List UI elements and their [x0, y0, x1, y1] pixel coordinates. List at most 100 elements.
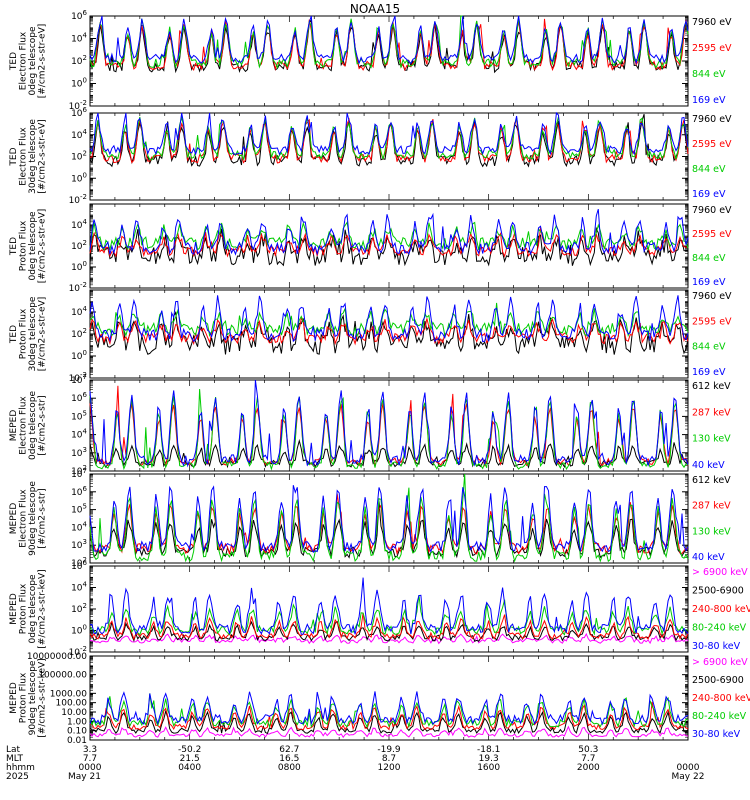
time-axis-label: -18.1 — [477, 745, 500, 755]
y-axis-label: TEDElectron Flux30deg telescope[#/cm2-s-… — [9, 119, 48, 194]
legend-entry: 169 eV — [692, 95, 726, 106]
panel-frame — [89, 203, 689, 289]
series-trace — [89, 701, 689, 731]
y-tick-label: 104 — [71, 128, 87, 141]
legend-entry: 169 eV — [692, 367, 726, 378]
series-trace — [89, 691, 689, 726]
legend-entry: 287 keV — [692, 501, 731, 512]
time-axis-label: 3.3 — [83, 745, 97, 755]
y-tick-label: 10-2 — [69, 193, 87, 206]
legend-entry: 30-80 keV — [692, 729, 741, 740]
time-axis-label: 1200 — [378, 763, 401, 773]
y-tick-label: 104 — [71, 428, 87, 441]
y-axis-label: MEPEDElectron Flux90deg telescope[#/cm2-… — [9, 481, 48, 556]
time-axis-label: 62.7 — [279, 745, 299, 755]
legend-entry: 169 eV — [692, 277, 726, 288]
series-trace — [89, 709, 689, 735]
legend-entry: 7960 eV — [692, 291, 732, 302]
time-axis-label: 7.7 — [581, 754, 595, 764]
series-trace — [89, 302, 689, 338]
series-trace — [89, 208, 689, 256]
time-axis-label: 21.5 — [180, 754, 200, 764]
time-axis-label: 0000 — [677, 763, 700, 773]
time-axis-label: 8.7 — [382, 754, 396, 764]
time-axis-label: 7.7 — [83, 754, 97, 764]
legend-entry: 240-800 keV — [692, 604, 750, 615]
time-axis-label: May 22 — [672, 772, 705, 782]
y-tick-label: 104 — [71, 32, 87, 45]
legend-entry: 7960 eV — [692, 205, 732, 216]
series-trace — [89, 111, 689, 156]
series-trace — [89, 295, 689, 343]
series-trace — [89, 725, 689, 739]
axis-row-label: 2025 — [6, 772, 29, 782]
y-tick-label: 102 — [71, 239, 87, 252]
y-tick-label: 105 — [71, 409, 87, 422]
flux-panel-3: 104 102 100 10-2 TEDProton Flux0deg telescop… — [9, 203, 732, 294]
legend-entry: 130 keV — [692, 526, 731, 537]
y-tick-label: 100 — [71, 77, 87, 90]
y-tick-label: 100 — [71, 349, 87, 362]
legend-entry: 30-80 keV — [692, 641, 741, 652]
y-tick-label: 10-2 — [69, 281, 87, 294]
y-tick-label: 106 — [71, 9, 87, 22]
legend-entry: > 6900 keV — [692, 567, 748, 578]
y-axis-label: TEDProton Flux0deg telescope[#/cm2-s-str… — [9, 209, 48, 284]
y-tick-label: 103 — [71, 446, 87, 459]
legend-entry: 2595 eV — [692, 43, 732, 54]
series-trace — [89, 226, 688, 267]
panel-stack: 106 104 102 100 10-2 TEDElectron Flux0deg tel… — [9, 9, 750, 746]
y-tick-label: 104 — [71, 581, 87, 594]
y-tick-label: 100000.00 — [38, 671, 87, 681]
legend-entry: 2500-6900 — [692, 586, 744, 597]
legend-entry: 7960 eV — [692, 17, 732, 28]
time-axis-label: 50.3 — [578, 745, 598, 755]
legend-entry: 2595 eV — [692, 139, 732, 150]
legend-entry: 2595 eV — [692, 229, 732, 240]
time-axis-label: 0800 — [278, 763, 301, 773]
time-axis-label: May 21 — [68, 772, 101, 782]
time-axis-label: -50.2 — [178, 745, 201, 755]
time-axis-label: 0400 — [178, 763, 201, 773]
legend-entry: 80-240 keV — [692, 711, 747, 722]
series-trace — [89, 612, 689, 641]
y-tick-label: 102 — [71, 602, 87, 615]
y-tick-label: 1000.00 — [50, 689, 87, 699]
y-tick-label: 104 — [71, 520, 87, 533]
series-trace — [89, 15, 689, 65]
series-trace — [89, 485, 689, 555]
y-tick-label: 100 — [71, 624, 87, 637]
y-axis-label: MEPEDProton Flux0deg telescope[#/cm2-s-s… — [9, 569, 48, 648]
legend-entry: 40 keV — [692, 552, 725, 563]
legend-entry: 40 keV — [692, 460, 725, 471]
time-axis-label: 1600 — [477, 763, 500, 773]
chart-title: NOAA15 — [350, 2, 400, 16]
time-axis-label: 2000 — [577, 763, 600, 773]
series-trace — [89, 594, 689, 636]
time-axis-label: -19.9 — [377, 745, 401, 755]
legend-entry: > 6900 keV — [692, 657, 748, 668]
y-axis-label: MEPEDElectron Flux0deg telescope[#/cm2-s… — [9, 391, 48, 461]
legend-entry: 844 eV — [692, 342, 726, 353]
y-axis-label: TEDProton Flux30deg telescope[#/cm2-s-st… — [9, 296, 48, 371]
y-tick-label: 0.10 — [67, 727, 87, 737]
y-tick-label: 1.00 — [67, 717, 87, 727]
legend-entry: 612 keV — [692, 381, 731, 392]
y-tick-label: 10000000.00 — [27, 652, 87, 662]
y-tick-label: 104 — [71, 305, 87, 318]
axis-row-label: MLT — [6, 754, 24, 764]
series-trace — [89, 473, 689, 563]
y-tick-label: 106 — [71, 485, 87, 498]
y-tick-label: 104 — [71, 218, 87, 231]
time-axis-label: 0000 — [79, 763, 102, 773]
legend-entry: 130 keV — [692, 434, 731, 445]
y-tick-label: 0.01 — [67, 736, 87, 746]
y-tick-label: 102 — [71, 150, 87, 163]
legend-entry: 287 keV — [692, 407, 731, 418]
series-trace — [89, 632, 689, 645]
